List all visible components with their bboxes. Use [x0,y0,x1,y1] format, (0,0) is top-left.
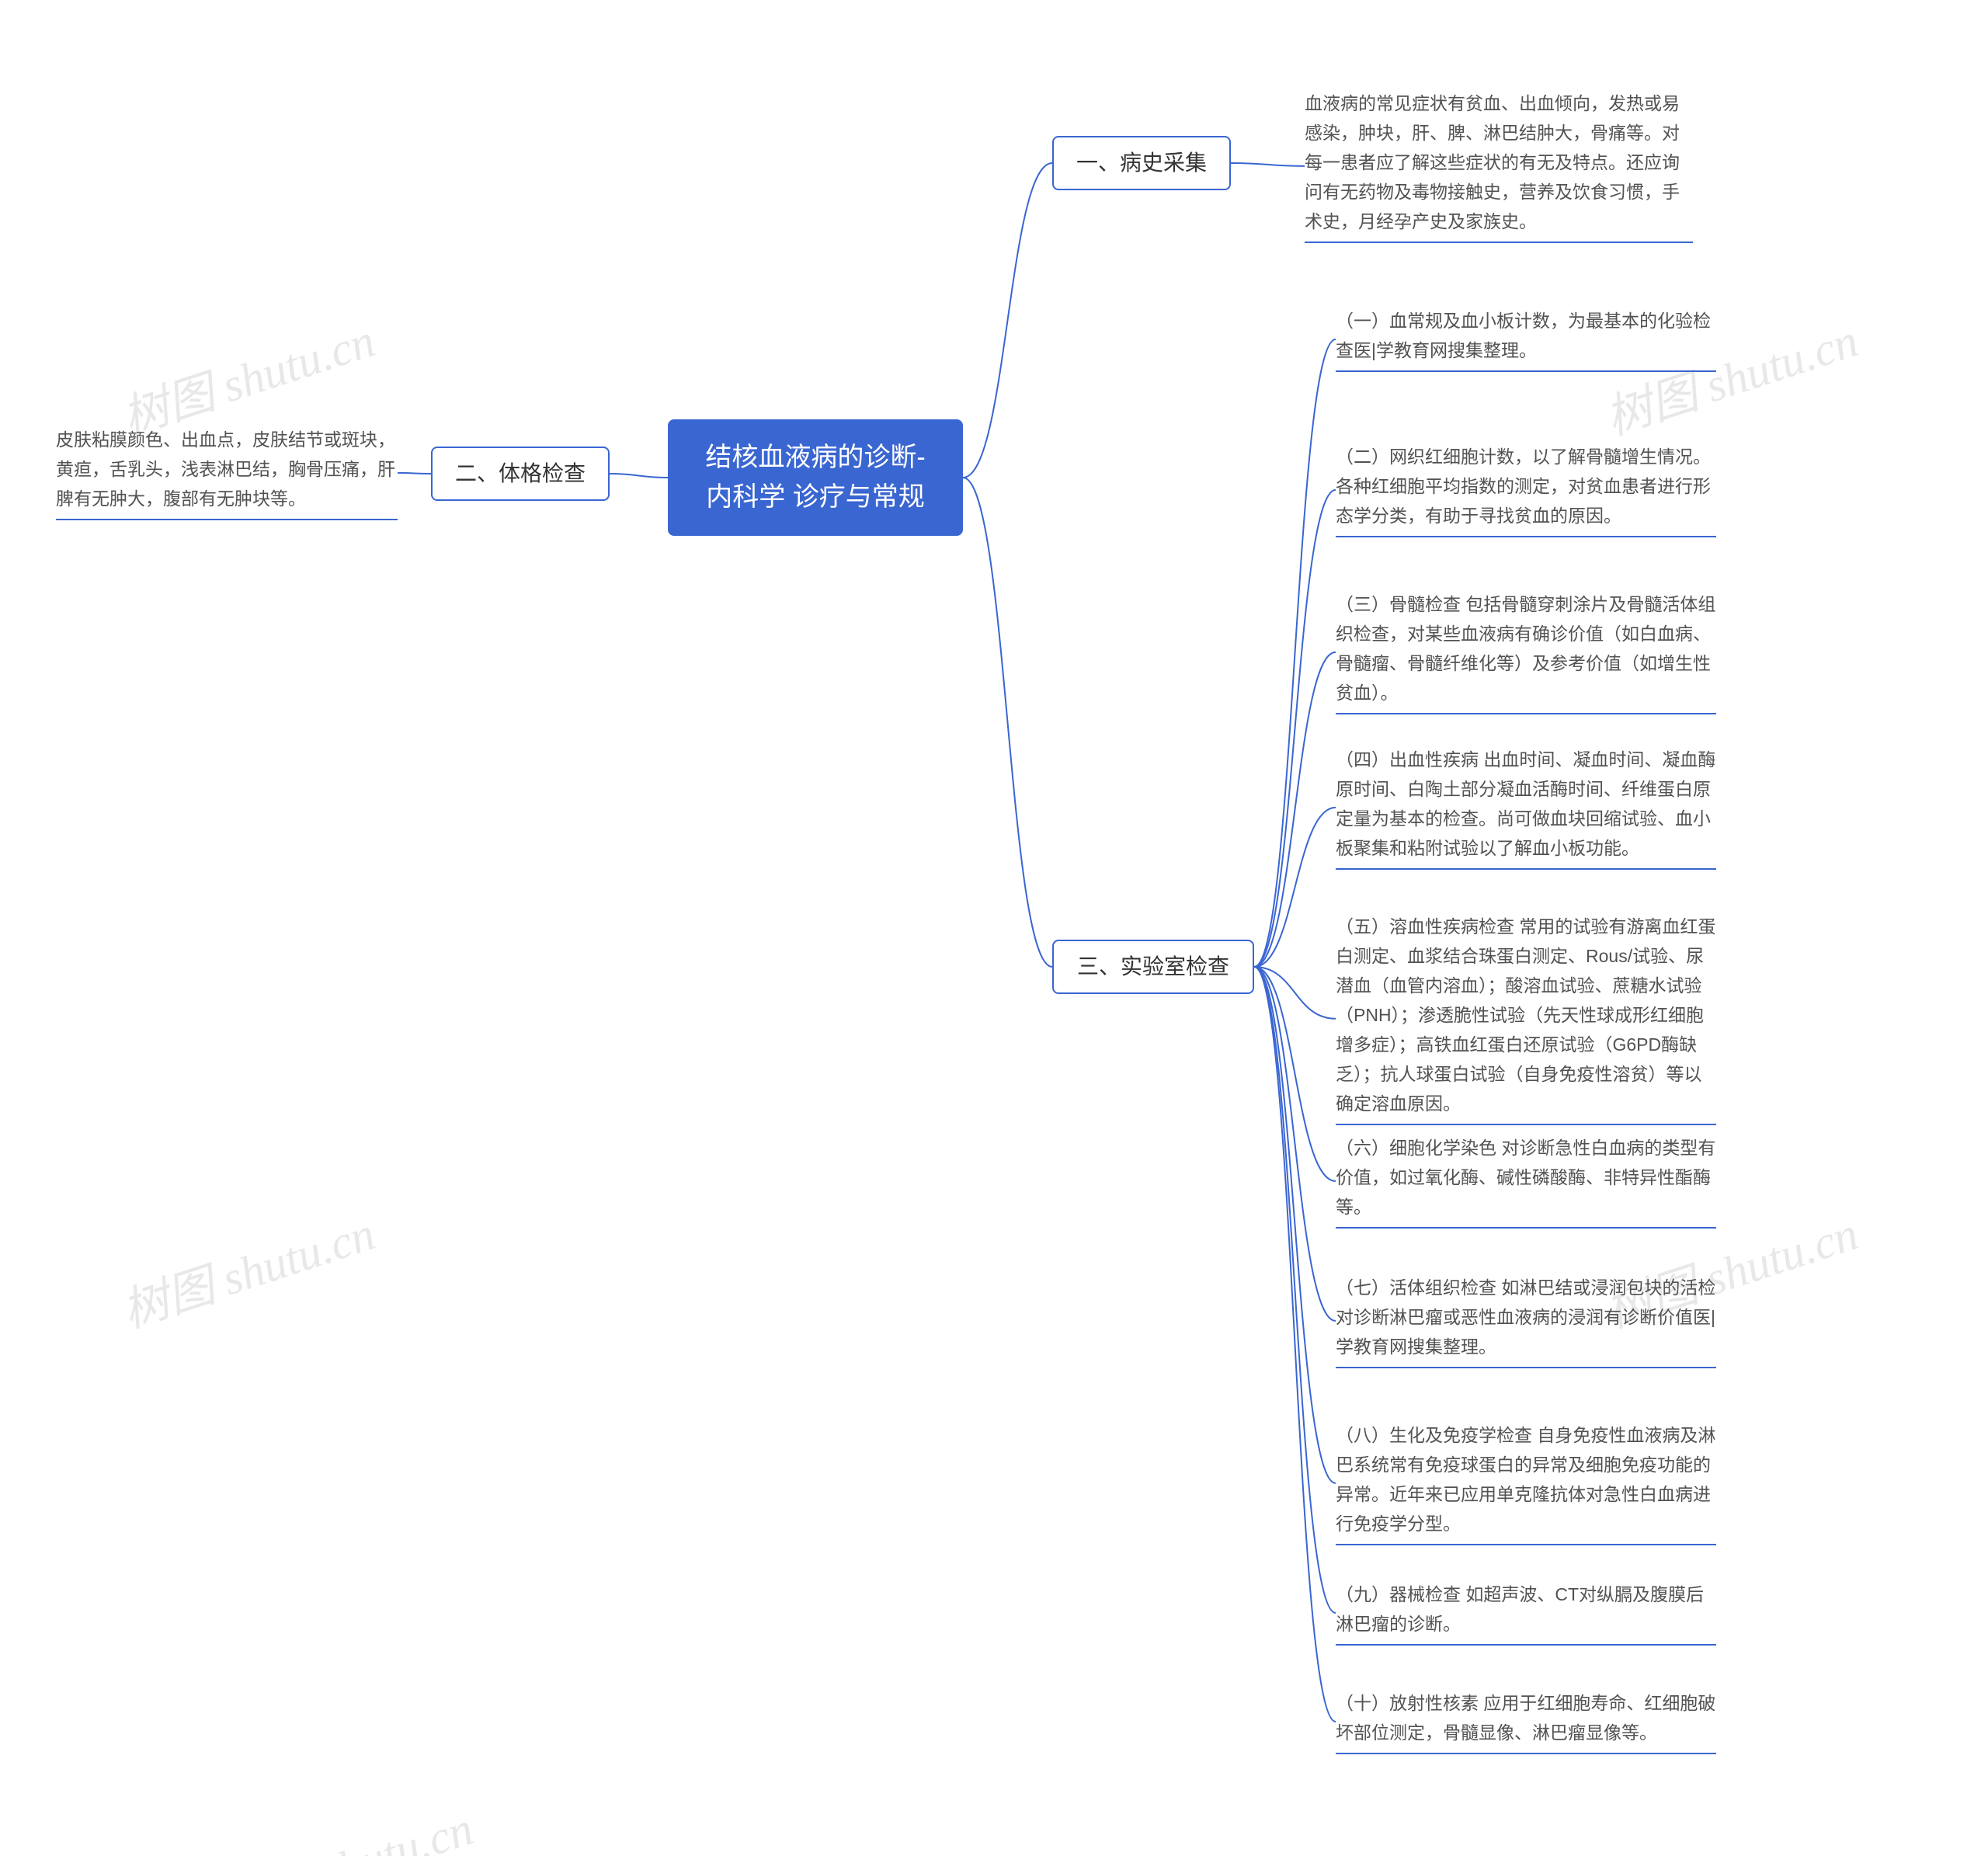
mindmap-root: 结核血液病的诊断-内科学 诊疗与常规 [668,419,963,536]
leaf-history: 血液病的常见症状有贫血、出血倾向，发热或易感染，肿块，肝、脾、淋巴结肿大，骨痛等… [1305,89,1693,243]
leaf-lab-item: （九）器械检查 如超声波、CT对纵膈及腹膜后淋巴瘤的诊断。 [1336,1580,1716,1646]
leaf-lab-item: （六）细胞化学染色 对诊断急性白血病的类型有价值，如过氧化酶、碱性磷酸酶、非特异… [1336,1134,1716,1229]
leaf-lab-item: （七）活体组织检查 如淋巴结或浸润包块的活检对诊断淋巴瘤或恶性血液病的浸润有诊断… [1336,1274,1716,1368]
leaf-lab-item: （五）溶血性疾病检查 常用的试验有游离血红蛋白测定、血浆结合珠蛋白测定、Rous… [1336,912,1716,1125]
branch-history: 一、病史采集 [1052,136,1231,190]
leaf-lab-item: （一）血常规及血小板计数，为最基本的化验检查医|学教育网搜集整理。 [1336,307,1716,372]
leaf-lab-item: （四）出血性疾病 出血时间、凝血时间、凝血酶原时间、白陶土部分凝血活酶时间、纤维… [1336,746,1716,870]
leaf-physical-exam: 皮肤粘膜颜色、出血点，皮肤结节或斑块，黄疸，舌乳头，浅表淋巴结，胸骨压痛，肝脾有… [56,426,398,520]
leaf-lab-item: （十）放射性核素 应用于红细胞寿命、红细胞破坏部位测定，骨髓显像、淋巴瘤显像等。 [1336,1689,1716,1754]
branch-physical-exam: 二、体格检查 [431,447,610,501]
leaf-lab-item: （二）网织红细胞计数，以了解骨髓增生情况。各种红细胞平均指数的测定，对贫血患者进… [1336,443,1716,537]
watermark: 树图 shutu.cn [113,1196,382,1341]
branch-lab-tests: 三、实验室检查 [1052,940,1254,994]
leaf-lab-item: （三）骨髓检查 包括骨髓穿刺涂片及骨髓活体组织检查，对某些血液病有确诊价值（如白… [1336,590,1716,714]
leaf-lab-item: （八）生化及免疫学检查 自身免疫性血液病及淋巴系统常有免疫球蛋白的异常及细胞免疫… [1336,1421,1716,1545]
watermark: shutu.cn [314,1802,479,1856]
